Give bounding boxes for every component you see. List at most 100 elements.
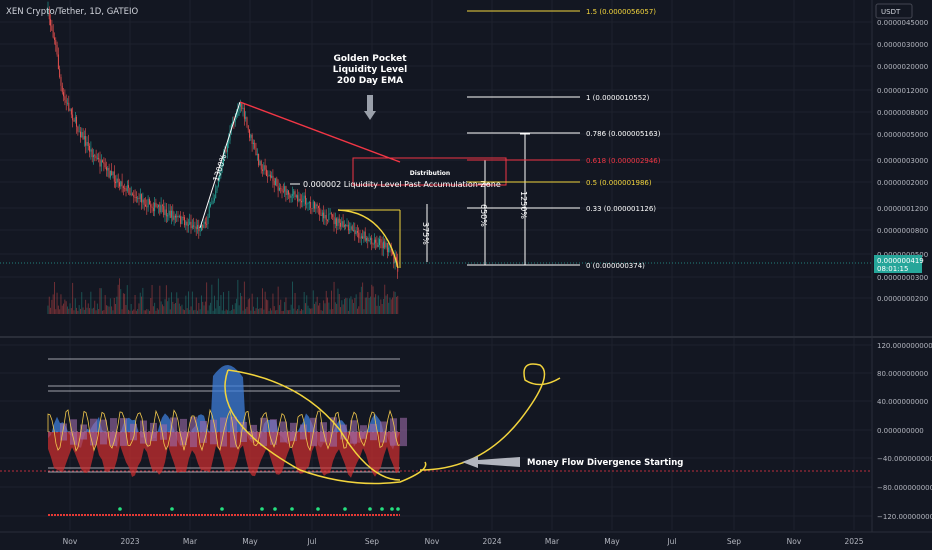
candle-body xyxy=(315,204,317,209)
price-tick-5: 0.0000005000 xyxy=(877,131,928,139)
candle-body xyxy=(311,208,313,209)
volume-bar xyxy=(178,303,180,314)
osc-purple-bar xyxy=(110,418,117,446)
money-flow-arrow xyxy=(462,456,520,468)
candle-body xyxy=(69,109,71,111)
volume-bar xyxy=(60,294,62,314)
candle-body xyxy=(258,154,260,166)
price-tick-6: 0.0000003000 xyxy=(877,157,928,165)
volume-bar xyxy=(372,286,374,314)
osc-green-dot-10 xyxy=(390,507,394,511)
volume-bar xyxy=(393,291,395,314)
candle-body xyxy=(312,201,314,209)
time-label-3: May xyxy=(242,537,258,546)
candle-body xyxy=(65,100,67,103)
volume-bar xyxy=(276,310,278,314)
volume-bar xyxy=(113,297,115,314)
divergence-swirl xyxy=(419,363,561,471)
fib-retracement: 1.5 (0.0000056057) 1 (0.0000010552) 0.786 … xyxy=(467,8,661,270)
volume-bar xyxy=(87,303,89,314)
volume-bar xyxy=(275,310,276,314)
candle-body xyxy=(385,242,387,248)
candle-body xyxy=(247,125,249,130)
candle-body xyxy=(289,194,291,198)
osc-tick-6: −120.000000000 xyxy=(877,513,932,521)
candle-body xyxy=(99,159,101,167)
volume-bar xyxy=(106,305,107,314)
volume-bar xyxy=(125,305,127,314)
candle-body xyxy=(256,154,258,156)
volume-bar xyxy=(331,290,332,314)
volume-bar xyxy=(384,284,386,314)
volume-bar xyxy=(293,308,295,314)
candle-body xyxy=(130,193,132,195)
fib-label-3: 0.618 (0.000002946) xyxy=(586,157,661,165)
golden-pocket-arrow xyxy=(364,95,376,120)
candle-body xyxy=(147,199,149,208)
candle-body xyxy=(336,218,338,226)
candle-body xyxy=(194,226,196,228)
volume-bar xyxy=(280,299,282,314)
fib-label-6: 0 (0.000000374) xyxy=(586,262,645,270)
time-label-7: 2024 xyxy=(482,537,501,546)
candle-body xyxy=(349,229,351,231)
volume-bar xyxy=(189,309,191,314)
volume-bar xyxy=(74,298,76,314)
volume-bar xyxy=(271,310,273,314)
candle-body xyxy=(353,230,354,231)
osc-tick-5: −80.000000000 xyxy=(877,484,932,492)
liquidity-level-label: 0.000002 Liquidity Level Past Accumulati… xyxy=(303,180,501,189)
candle-body xyxy=(377,245,379,247)
candle-body xyxy=(250,134,252,138)
candle-body xyxy=(340,222,341,227)
candle-body xyxy=(279,187,280,191)
candle-body xyxy=(238,106,240,111)
volume-bar xyxy=(284,302,286,314)
candle-body xyxy=(87,142,89,146)
osc-purple-bar xyxy=(170,417,177,447)
volume-bar xyxy=(180,306,182,314)
candle-body xyxy=(307,203,309,204)
candle-body xyxy=(389,245,391,248)
candle-body xyxy=(268,174,270,177)
candle-body xyxy=(159,204,161,213)
volume-bar xyxy=(305,303,306,314)
volume-bar xyxy=(82,307,84,314)
volume-bar xyxy=(294,293,296,314)
volume-bar xyxy=(83,309,85,314)
candle-body xyxy=(178,216,180,218)
candle-body xyxy=(358,232,360,238)
volume-bar xyxy=(390,299,392,314)
volume-bar xyxy=(134,295,136,314)
candle-body xyxy=(267,176,269,177)
candle-body xyxy=(128,185,129,188)
osc-purple-bar xyxy=(330,417,337,447)
candle-body xyxy=(48,9,50,20)
candle-body xyxy=(109,171,111,178)
candle-body xyxy=(255,148,257,156)
currency-box[interactable] xyxy=(875,3,913,19)
volume-bar xyxy=(262,288,263,314)
candle-body xyxy=(67,102,68,104)
volume-bar xyxy=(234,303,236,314)
symbol-title[interactable]: XEN Crypto/Tether, 1D, GATEIO xyxy=(6,7,138,17)
volume-bar xyxy=(98,309,100,314)
volume-bar xyxy=(385,295,387,314)
candle-body xyxy=(294,191,296,197)
candle-body xyxy=(119,182,120,187)
candle-body xyxy=(260,161,262,170)
volume-bar xyxy=(286,310,288,314)
volume-bar xyxy=(158,309,159,314)
candle-body xyxy=(281,188,283,192)
fib-label-0: 1.5 (0.0000056057) xyxy=(586,8,656,16)
candle-body xyxy=(368,239,370,241)
candle-body xyxy=(363,231,365,239)
candle-body xyxy=(379,239,380,245)
candle-body xyxy=(134,197,136,198)
candle-body xyxy=(299,198,301,201)
volume-bar xyxy=(100,288,102,314)
candle-body xyxy=(60,77,62,86)
volume-bar xyxy=(362,282,364,314)
candle-body xyxy=(345,224,347,227)
osc-purple-bar xyxy=(180,418,187,446)
